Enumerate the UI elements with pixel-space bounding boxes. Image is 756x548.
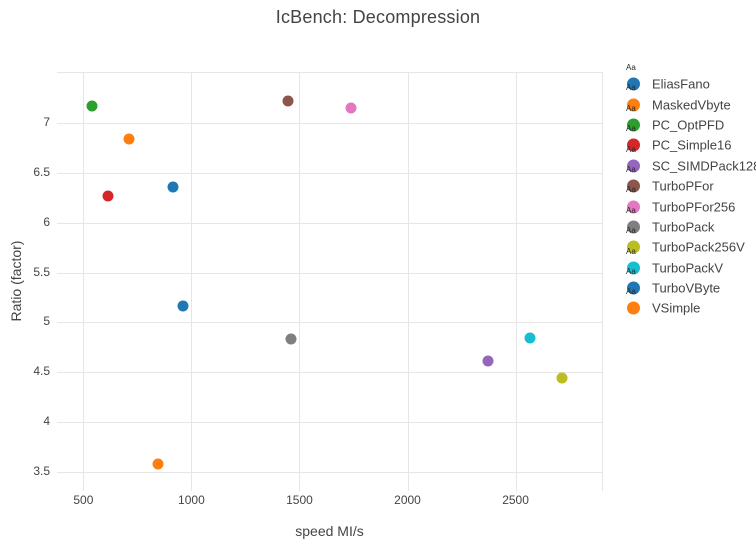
legend-label: PC_OptPFD xyxy=(652,117,725,133)
legend-label: EliasFano xyxy=(652,76,710,92)
y-axis-title: Ratio (factor) xyxy=(8,240,24,322)
legend-text-sample: Aa xyxy=(626,164,636,174)
legend-label: VSimple xyxy=(652,300,701,316)
data-point-PC_Simple16[interactable] xyxy=(102,190,114,202)
data-point-MaskedVbyte[interactable] xyxy=(152,458,164,470)
gridline-vertical xyxy=(83,73,85,491)
gridline-horizontal xyxy=(57,422,602,424)
y-tick-label: 6 xyxy=(43,214,50,229)
legend-item-TurboPFor256[interactable]: Aa TurboPFor256 xyxy=(622,185,756,216)
data-point-TurboPackV[interactable] xyxy=(524,332,536,344)
legend-item-TurboPack[interactable]: Aa TurboPack xyxy=(622,206,756,237)
data-point-TurboPack256V[interactable] xyxy=(556,372,568,384)
y-tick-label: 4.5 xyxy=(33,364,50,379)
data-point-EliasFano[interactable] xyxy=(167,181,179,193)
x-tick-label: 1000 xyxy=(178,493,205,507)
x-tick-label: 2000 xyxy=(394,493,421,507)
legend-text-sample: Aa xyxy=(626,266,636,276)
legend-marker-SC_SIMDPack128 xyxy=(627,159,640,173)
legend-label: TurboVByte xyxy=(652,280,721,296)
legend: Aa EliasFano Aa MaskedVbyte Aa PC_OptPFD Aa PC_… xyxy=(622,63,756,319)
legend-text-sample: Aa xyxy=(626,246,636,256)
legend-marker-PC_Simple16 xyxy=(627,138,640,152)
legend-label: SC_SIMDPack128 xyxy=(652,158,756,174)
gridline-vertical xyxy=(515,73,517,491)
legend-text-sample: Aa xyxy=(626,185,636,195)
legend-label: TurboPFor256 xyxy=(652,199,736,215)
gridline-horizontal xyxy=(57,222,602,224)
gridline-horizontal xyxy=(57,372,602,374)
legend-label: TurboPFor xyxy=(652,178,714,194)
gridline-horizontal xyxy=(57,122,602,124)
legend-marker-EliasFano xyxy=(627,77,640,91)
legend-text-sample: Aa xyxy=(626,205,636,215)
legend-label: TurboPack256V xyxy=(652,239,745,255)
legend-item-TurboPack256V[interactable]: Aa TurboPack256V xyxy=(622,226,756,257)
legend-item-PC_OptPFD[interactable]: Aa PC_OptPFD xyxy=(622,104,756,135)
y-tick-label: 3.5 xyxy=(33,464,50,479)
legend-marker-VSimple xyxy=(627,301,640,315)
legend-marker-TurboPackV xyxy=(627,261,640,275)
legend-marker-TurboVByte xyxy=(627,281,640,295)
legend-marker-TurboPack xyxy=(627,220,640,234)
data-point-TurboVByte[interactable] xyxy=(177,300,189,312)
gridline-vertical xyxy=(407,73,409,491)
x-tick-label: 2500 xyxy=(502,493,529,507)
gridline-horizontal xyxy=(57,272,602,274)
legend-item-SC_SIMDPack128[interactable]: Aa SC_SIMDPack128 xyxy=(622,145,756,176)
legend-label: MaskedVbyte xyxy=(652,97,731,113)
y-tick-label: 5 xyxy=(43,314,50,329)
y-tick-label: 4 xyxy=(43,414,50,429)
x-tick-label: 500 xyxy=(73,493,94,507)
legend-item-EliasFano[interactable]: Aa EliasFano xyxy=(622,63,756,94)
legend-text-sample: Aa xyxy=(626,226,636,236)
legend-item-VSimple[interactable]: Aa VSimple xyxy=(622,287,756,318)
y-tick-label: 5.5 xyxy=(33,264,50,279)
legend-label: TurboPack xyxy=(652,219,715,235)
x-tick-label: 1500 xyxy=(286,493,313,507)
legend-item-TurboVByte[interactable]: Aa TurboVByte xyxy=(622,267,756,298)
legend-marker-TurboPFor xyxy=(627,179,640,193)
gridline-vertical xyxy=(299,73,301,491)
legend-marker-TurboPack256V xyxy=(627,240,640,254)
legend-text-sample: Aa xyxy=(626,124,636,134)
data-point-TurboPFor256[interactable] xyxy=(345,102,357,114)
data-point-SC_SIMDPack128[interactable] xyxy=(482,355,494,367)
chart-title: IcBench: Decompression xyxy=(275,7,481,27)
data-point-VSimple[interactable] xyxy=(123,133,135,145)
legend-text-sample: Aa xyxy=(626,63,636,72)
legend-text-sample: Aa xyxy=(626,287,636,297)
legend-item-PC_Simple16[interactable]: Aa PC_Simple16 xyxy=(622,124,756,155)
gridline-vertical xyxy=(191,73,193,491)
legend-text-sample: Aa xyxy=(626,103,636,113)
plot-area xyxy=(57,72,603,491)
legend-marker-TurboPFor256 xyxy=(627,200,640,214)
x-axis-title: speed MI/s xyxy=(295,523,364,539)
gridline-horizontal xyxy=(57,472,602,474)
gridline-horizontal xyxy=(57,322,602,324)
legend-item-MaskedVbyte[interactable]: Aa MaskedVbyte xyxy=(622,83,756,114)
legend-text-sample: Aa xyxy=(626,144,636,154)
legend-marker-PC_OptPFD xyxy=(627,118,640,132)
data-point-PC_OptPFD[interactable] xyxy=(86,100,98,112)
legend-label: TurboPackV xyxy=(652,260,724,276)
legend-marker-MaskedVbyte xyxy=(627,98,640,112)
legend-label: PC_Simple16 xyxy=(652,137,732,153)
data-point-TurboPack[interactable] xyxy=(285,333,297,345)
gridline-horizontal xyxy=(57,172,602,174)
y-tick-label: 6.5 xyxy=(33,164,50,179)
y-tick-label: 7 xyxy=(43,114,50,129)
legend-item-TurboPFor[interactable]: Aa TurboPFor xyxy=(622,165,756,196)
legend-item-TurboPackV[interactable]: Aa TurboPackV xyxy=(622,247,756,278)
legend-text-sample: Aa xyxy=(626,83,636,93)
data-point-TurboPFor[interactable] xyxy=(282,95,294,107)
